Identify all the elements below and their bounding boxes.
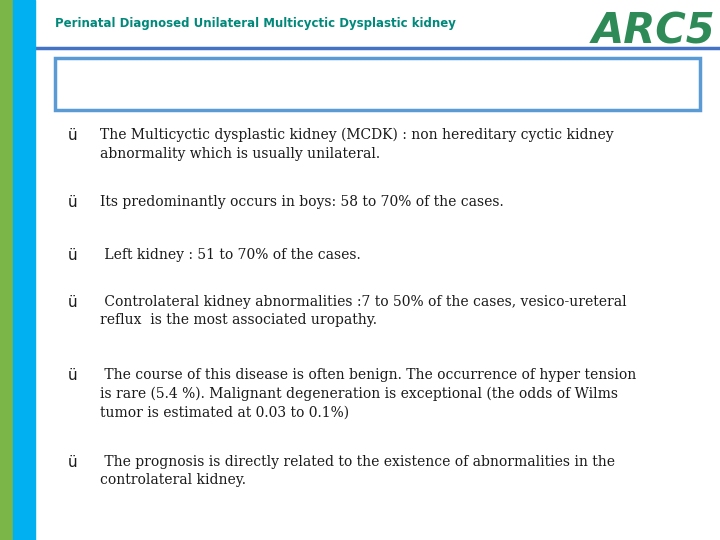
Bar xyxy=(13,0,35,540)
Text: Controlateral kidney abnormalities :7 to 50% of the cases, vesico-ureteral
reflu: Controlateral kidney abnormalities :7 to… xyxy=(100,295,626,327)
Text: ü: ü xyxy=(68,368,78,383)
Text: Its predominantly occurs in boys: 58 to 70% of the cases.: Its predominantly occurs in boys: 58 to … xyxy=(100,195,504,209)
Text: Left kidney : 51 to 70% of the cases.: Left kidney : 51 to 70% of the cases. xyxy=(100,248,361,262)
FancyBboxPatch shape xyxy=(55,58,700,110)
Text: ARC5: ARC5 xyxy=(591,10,715,52)
Text: Perinatal Diagnosed Unilateral Multicyctic Dysplastic kidney: Perinatal Diagnosed Unilateral Multicyct… xyxy=(55,17,456,30)
Text: DISCUSSION(1/4): DISCUSSION(1/4) xyxy=(257,72,497,96)
Bar xyxy=(0,0,13,540)
Text: ü: ü xyxy=(68,128,78,143)
Text: ü: ü xyxy=(68,195,78,210)
Text: ü: ü xyxy=(68,295,78,310)
Text: The course of this disease is often benign. The occurrence of hyper tension
is r: The course of this disease is often beni… xyxy=(100,368,636,420)
Text: ü: ü xyxy=(68,248,78,263)
Bar xyxy=(35,0,720,48)
Text: The Multicyctic dysplastic kidney (MCDK) : non hereditary cyctic kidney
abnormal: The Multicyctic dysplastic kidney (MCDK)… xyxy=(100,128,613,161)
Text: The prognosis is directly related to the existence of abnormalities in the
contr: The prognosis is directly related to the… xyxy=(100,455,615,488)
Text: ü: ü xyxy=(68,455,78,470)
